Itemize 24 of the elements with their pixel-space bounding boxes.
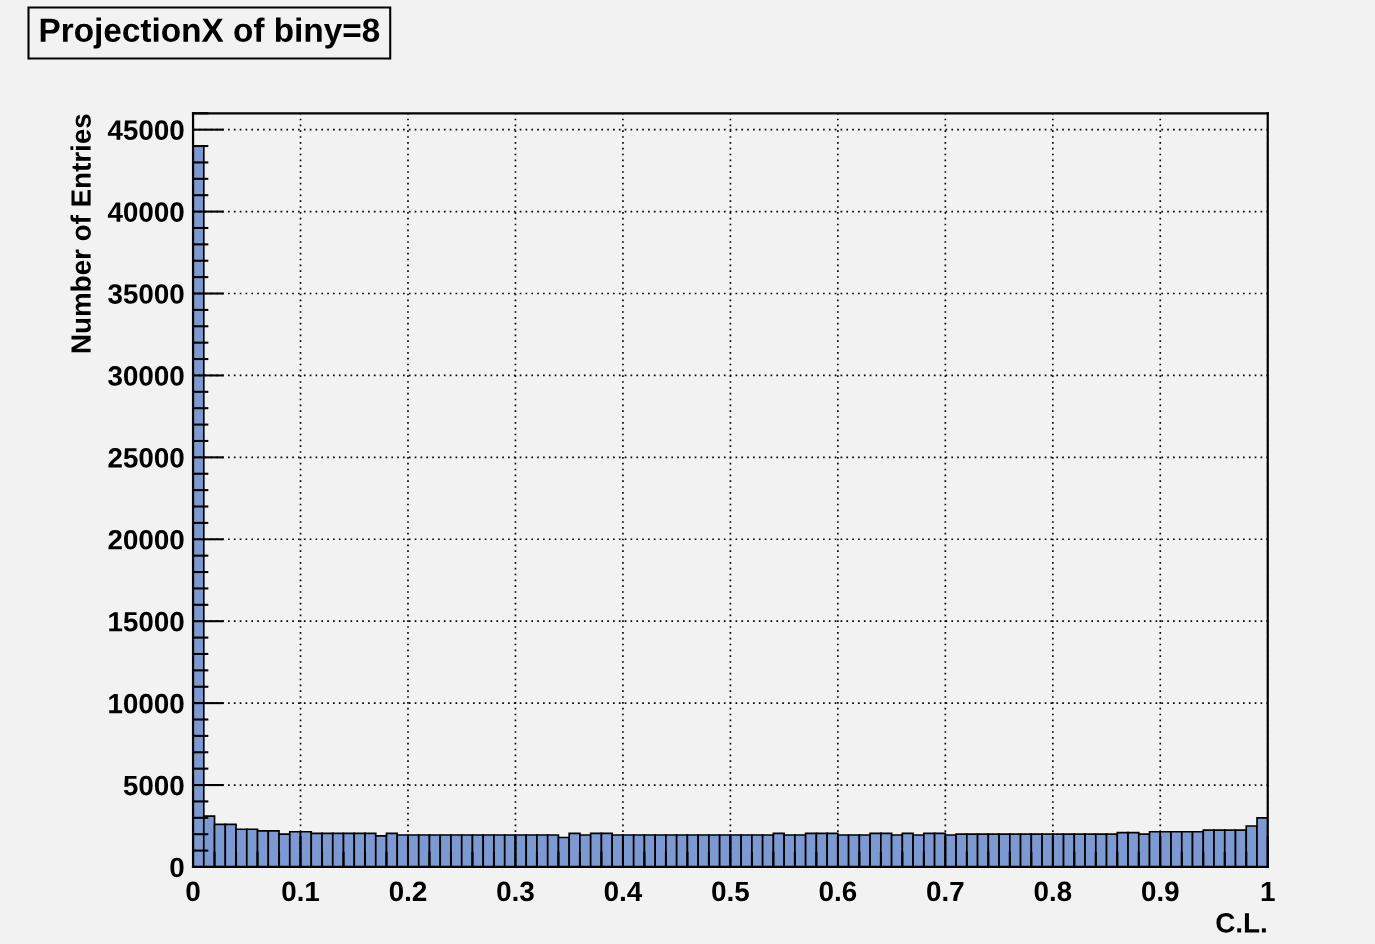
x-axis-title: C.L.: [1216, 913, 1266, 933]
chart-title: ProjectionX of biny=8: [40, 17, 380, 49]
y-tick-label: 30000: [108, 366, 184, 386]
y-tick-label: 0: [170, 857, 184, 878]
y-tick-label: 15000: [109, 611, 184, 632]
x-tick-label: 0.6: [819, 881, 857, 902]
y-tick-label: 40000: [107, 202, 184, 222]
y-tick-label: 10000: [109, 693, 184, 714]
x-tick-label: 1: [1261, 881, 1275, 901]
y-tick-label: 20000: [108, 529, 184, 550]
y-axis-title: Number of Entries: [70, 114, 91, 353]
x-tick-label: 0.1: [282, 881, 320, 902]
x-tick-label: 0.2: [389, 881, 427, 902]
y-tick-label: 25000: [108, 448, 184, 468]
y-tick-label: 5000: [123, 775, 184, 796]
x-tick-label: 0.4: [604, 881, 643, 902]
y-tick-label: 35000: [108, 284, 184, 304]
x-tick-label: 0.7: [927, 881, 964, 902]
y-tick-label: 45000: [107, 120, 184, 140]
x-tick-label: 0: [186, 881, 200, 902]
x-tick-label: 0.5: [712, 881, 749, 902]
x-tick-label: 0.3: [497, 881, 534, 902]
x-tick-label: 0.9: [1142, 881, 1179, 902]
x-tick-label: 0.8: [1034, 881, 1072, 902]
